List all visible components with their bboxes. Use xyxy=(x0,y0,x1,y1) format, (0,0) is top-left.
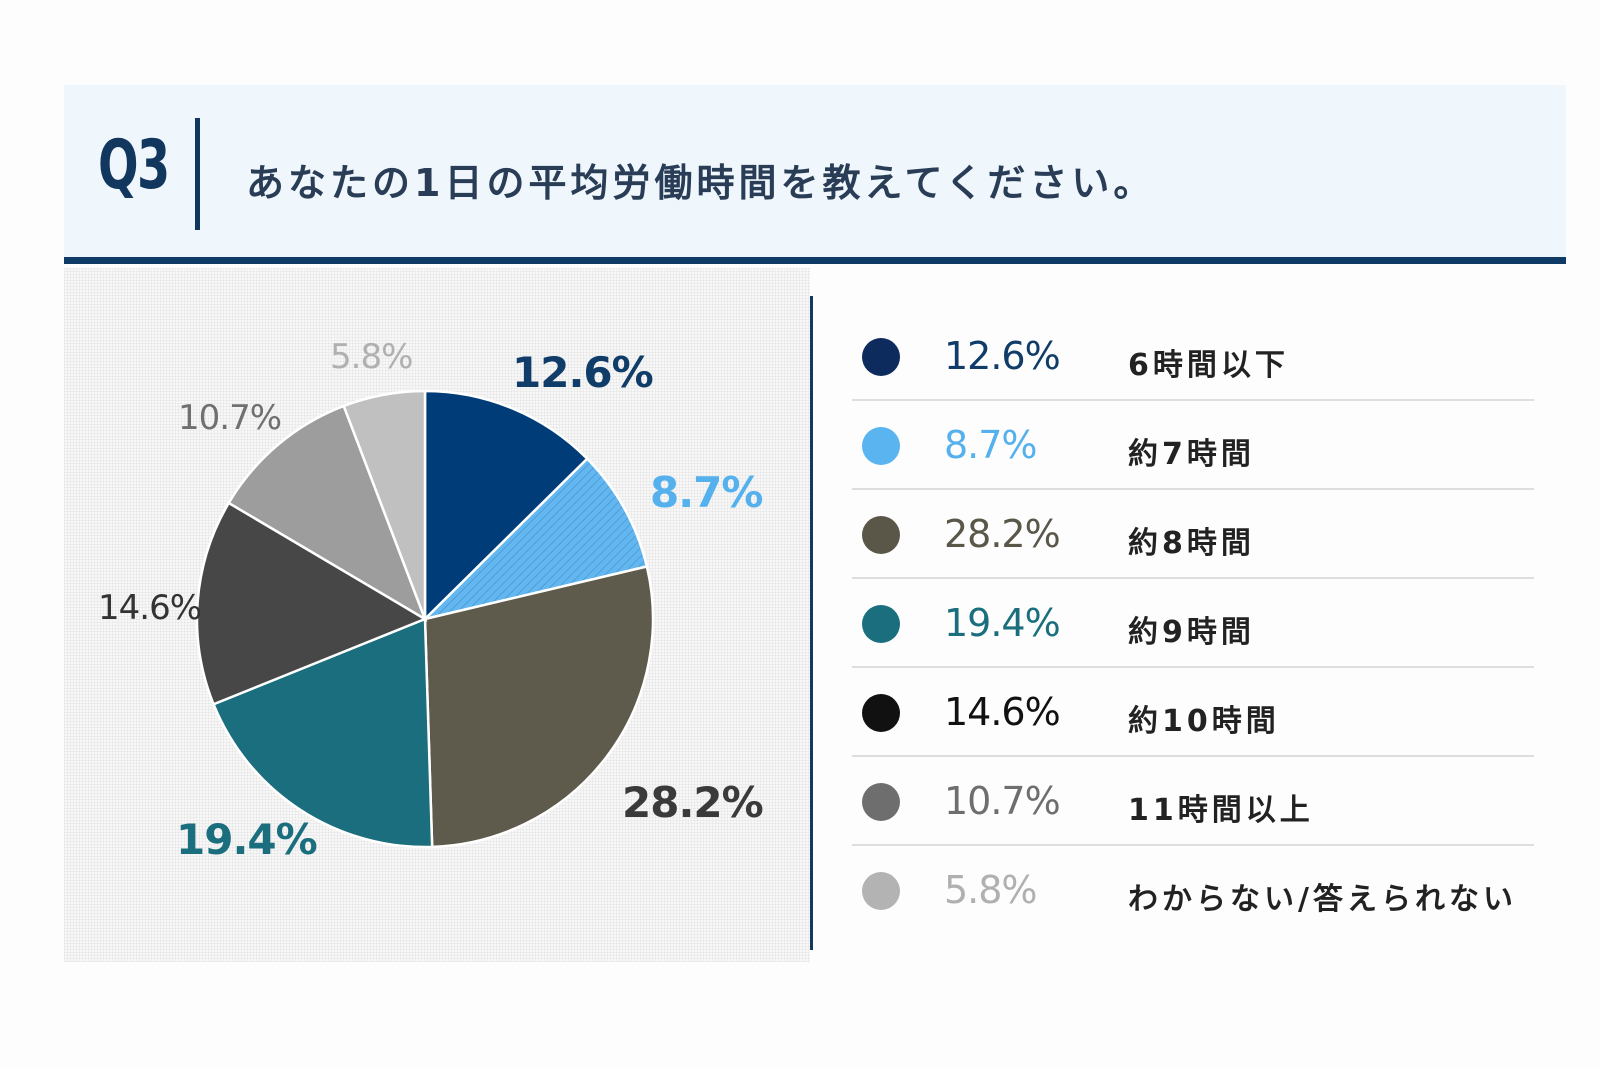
pie-slice-1 xyxy=(423,389,589,622)
legend-label: 約10時間 xyxy=(1128,704,1280,739)
chart-legend-divider xyxy=(810,296,813,950)
pie-slice-7 xyxy=(342,389,427,620)
legend-value: 19.4% xyxy=(944,601,1061,645)
pie-slice-label: 10.7% xyxy=(178,398,282,438)
pie-slice-3 xyxy=(423,564,655,849)
pie-slice-5 xyxy=(195,501,428,706)
legend-label: 約9時間 xyxy=(1128,615,1255,650)
pie-slice-label: 28.2% xyxy=(622,778,764,827)
legend-row: 12.6% 6時間以下 xyxy=(852,312,1534,401)
legend-dot-icon xyxy=(862,427,900,465)
pie-slice-4 xyxy=(211,617,434,849)
header-divider xyxy=(195,118,200,230)
pie-chart xyxy=(195,389,655,849)
pie-slice-label: 14.6% xyxy=(98,588,202,628)
legend-dot-icon xyxy=(862,516,900,554)
legend-label: 約8時間 xyxy=(1128,526,1255,561)
question-number: Q3 xyxy=(98,126,170,205)
pie-slice-label: 12.6% xyxy=(512,348,654,397)
legend-value: 10.7% xyxy=(944,779,1061,823)
legend-row: 14.6% 約10時間 xyxy=(852,668,1534,757)
pie-slice-label: 19.4% xyxy=(176,815,318,864)
legend-row: 5.8% わからない/答えられない xyxy=(852,846,1534,935)
legend-dot-icon xyxy=(862,783,900,821)
legend-value: 14.6% xyxy=(944,690,1061,734)
pie-slice-label: 5.8% xyxy=(330,337,413,377)
question-header xyxy=(64,85,1566,257)
legend-value: 12.6% xyxy=(944,334,1061,378)
header-underline xyxy=(64,257,1566,264)
legend-dot-icon xyxy=(862,605,900,643)
legend-row: 28.2% 約8時間 xyxy=(852,490,1534,579)
legend-dot-icon xyxy=(862,338,900,376)
legend-value: 28.2% xyxy=(944,512,1061,556)
legend-label: 6時間以下 xyxy=(1128,348,1289,383)
pie-slice-6 xyxy=(227,404,428,622)
pie-slice-label: 8.7% xyxy=(650,468,763,517)
legend-row: 10.7% 11時間以上 xyxy=(852,757,1534,846)
legend-label: 約7時間 xyxy=(1128,437,1255,472)
legend-dot-icon xyxy=(862,694,900,732)
question-title: あなたの1日の平均労働時間を教えてください。 xyxy=(246,161,1156,205)
legend-label: 11時間以上 xyxy=(1128,793,1314,828)
legend-value: 8.7% xyxy=(944,423,1038,467)
legend-dot-icon xyxy=(862,872,900,910)
legend-row: 19.4% 約9時間 xyxy=(852,579,1534,668)
legend: 12.6% 6時間以下 8.7% 約7時間 28.2% 約8時間 19.4% 約9時間 14.6… xyxy=(852,312,1534,935)
legend-value: 5.8% xyxy=(944,868,1038,912)
legend-label: わからない/答えられない xyxy=(1128,882,1517,917)
legend-row: 8.7% 約7時間 xyxy=(852,401,1534,490)
